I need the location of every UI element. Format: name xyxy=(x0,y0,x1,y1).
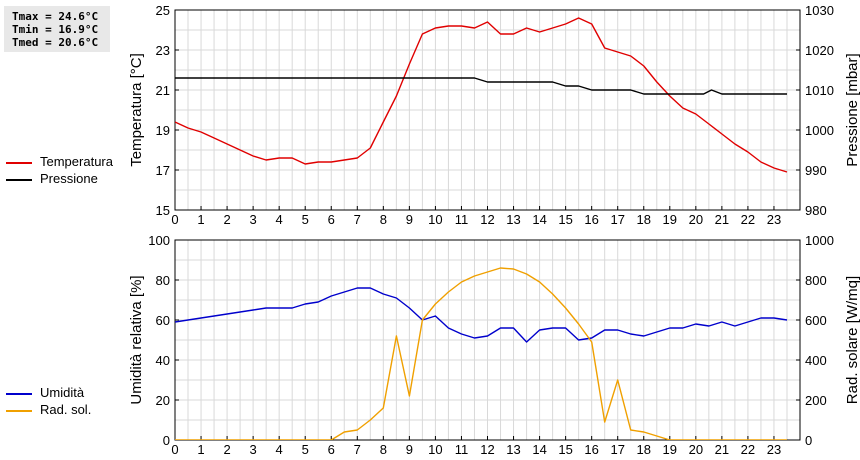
panel2-x-tick-label: 18 xyxy=(637,442,651,457)
panel1-y-tick-label: 17 xyxy=(156,163,170,178)
panel1-x-tick-label: 7 xyxy=(354,212,361,227)
panel2-x-tick-label: 16 xyxy=(584,442,598,457)
panel2-x-tick-label: 12 xyxy=(480,442,494,457)
panel2-x-tick-label: 13 xyxy=(506,442,520,457)
legend-label-temperatura: Temperatura xyxy=(40,154,113,169)
panel2-y2-axis-title: Rad. solare [W/mq] xyxy=(844,276,860,404)
stat-tmed: Tmed = 20.6°C xyxy=(12,36,99,49)
panel1-x-tick-label: 4 xyxy=(276,212,283,227)
panel1-y2-tick-label: 980 xyxy=(805,203,827,218)
panel1-y-axis-title: Temperatura [°C] xyxy=(128,53,145,167)
stat-tmin: Tmin = 16.9°C xyxy=(12,23,99,36)
panel2-x-tick-label: 3 xyxy=(250,442,257,457)
panel2-x-tick-label: 19 xyxy=(663,442,677,457)
panel1-y2-tick-label: 1000 xyxy=(805,123,834,138)
panel2-y-tick-label: 100 xyxy=(148,233,170,248)
stats-box: Tmax = 24.6°C Tmin = 16.9°C Tmed = 20.6°… xyxy=(4,6,110,52)
panel2-y-tick-label: 0 xyxy=(163,433,170,448)
panel2-x-tick-label: 10 xyxy=(428,442,442,457)
panel2-x-tick-label: 23 xyxy=(767,442,781,457)
panel2-y-tick-label: 80 xyxy=(156,273,170,288)
legend-label-umidita: Umidità xyxy=(40,385,85,400)
panel1-y-tick-label: 21 xyxy=(156,83,170,98)
panel2-y2-tick-label: 800 xyxy=(805,273,827,288)
panel2-x-tick-label: 0 xyxy=(171,442,178,457)
panel2-x-tick-label: 2 xyxy=(223,442,230,457)
panel1-x-tick-label: 20 xyxy=(689,212,703,227)
panel1-y-tick-label: 25 xyxy=(156,3,170,18)
panel2-y2-tick-label: 1000 xyxy=(805,233,834,248)
panel2-y2-tick-label: 400 xyxy=(805,353,827,368)
panel2-y-axis-title: Umidità relativa [%] xyxy=(128,275,145,404)
panel1-x-tick-label: 13 xyxy=(506,212,520,227)
stat-tmax: Tmax = 24.6°C xyxy=(12,10,99,23)
panel1-y2-tick-label: 1010 xyxy=(805,83,834,98)
panel2-x-tick-label: 8 xyxy=(380,442,387,457)
panel2-x-tick-label: 9 xyxy=(406,442,413,457)
series-line-pressione xyxy=(175,77,787,95)
panel1-y-tick-label: 23 xyxy=(156,43,170,58)
panel1-y2-tick-label: 1030 xyxy=(805,3,834,18)
panel2-y2-tick-label: 0 xyxy=(805,433,812,448)
panel1-x-tick-label: 5 xyxy=(302,212,309,227)
panel1-y2-tick-label: 1020 xyxy=(805,43,834,58)
panel1-x-tick-label: 23 xyxy=(767,212,781,227)
panel1-y-tick-label: 19 xyxy=(156,123,170,138)
panel2-y-tick-label: 20 xyxy=(156,393,170,408)
panel1-x-tick-label: 12 xyxy=(480,212,494,227)
legend-swatch-temperatura xyxy=(6,162,32,164)
chart-humidity-radiation: 0 1 2 3 4 5 6 7 8 9 10 11 12 13 14 15 16 17 18 19 20 21 22 2302… xyxy=(128,233,860,457)
panel2-x-tick-label: 14 xyxy=(532,442,546,457)
panel1-y-tick-label: 15 xyxy=(156,203,170,218)
panel1-y2-tick-label: 990 xyxy=(805,163,827,178)
panel1-x-tick-label: 11 xyxy=(455,212,469,227)
legend-label-pressione: Pressione xyxy=(40,171,98,186)
panel2-x-tick-label: 17 xyxy=(610,442,624,457)
legend-swatch-rad-sol xyxy=(6,410,32,412)
panel2-x-tick-label: 7 xyxy=(354,442,361,457)
panel1-x-tick-label: 15 xyxy=(558,212,572,227)
panel1-x-tick-label: 8 xyxy=(380,212,387,227)
panel1-x-tick-label: 16 xyxy=(584,212,598,227)
panel1-x-tick-label: 17 xyxy=(610,212,624,227)
panel2-y-tick-label: 40 xyxy=(156,353,170,368)
panel1-x-tick-label: 2 xyxy=(223,212,230,227)
series-line-temperatura xyxy=(175,17,788,173)
chart-temperature-pressure: 0 1 2 3 4 5 6 7 8 9 10 11 12 13 14 15 16 17 18 19 20 21 22 2315… xyxy=(128,3,860,227)
panel1-x-tick-label: 3 xyxy=(250,212,257,227)
legend-label-rad-sol: Rad. sol. xyxy=(40,402,92,417)
series-line-rad-sol xyxy=(175,267,787,440)
panel1-y2-axis-title: Pressione [mbar] xyxy=(844,53,860,166)
panel1-x-tick-label: 19 xyxy=(663,212,677,227)
panel1-x-tick-label: 9 xyxy=(406,212,413,227)
panel1-x-tick-label: 22 xyxy=(741,212,755,227)
panel1-x-tick-label: 21 xyxy=(715,212,729,227)
legend-swatch-pressione xyxy=(6,179,32,181)
panel2-x-tick-label: 5 xyxy=(302,442,309,457)
panel2-y-tick-label: 60 xyxy=(156,313,170,328)
panel2-y2-tick-label: 200 xyxy=(805,393,827,408)
panel1-x-tick-label: 0 xyxy=(171,212,178,227)
panel2-x-tick-label: 4 xyxy=(276,442,283,457)
panel1-x-tick-label: 18 xyxy=(637,212,651,227)
legend-swatch-umidita xyxy=(6,393,32,395)
panel2-x-tick-label: 1 xyxy=(197,442,204,457)
panel2-x-tick-label: 15 xyxy=(558,442,572,457)
panel2-y2-tick-label: 600 xyxy=(805,313,827,328)
panel2-x-tick-label: 20 xyxy=(689,442,703,457)
panel1-x-tick-label: 1 xyxy=(197,212,204,227)
panel2-x-tick-label: 6 xyxy=(328,442,335,457)
panel2-x-tick-label: 21 xyxy=(715,442,729,457)
panel1-x-tick-label: 10 xyxy=(428,212,442,227)
panel2-x-tick-label: 11 xyxy=(455,442,469,457)
series-line-umidita xyxy=(175,287,788,343)
panel1-x-tick-label: 6 xyxy=(328,212,335,227)
panel2-x-tick-label: 22 xyxy=(741,442,755,457)
panel1-x-tick-label: 14 xyxy=(532,212,546,227)
